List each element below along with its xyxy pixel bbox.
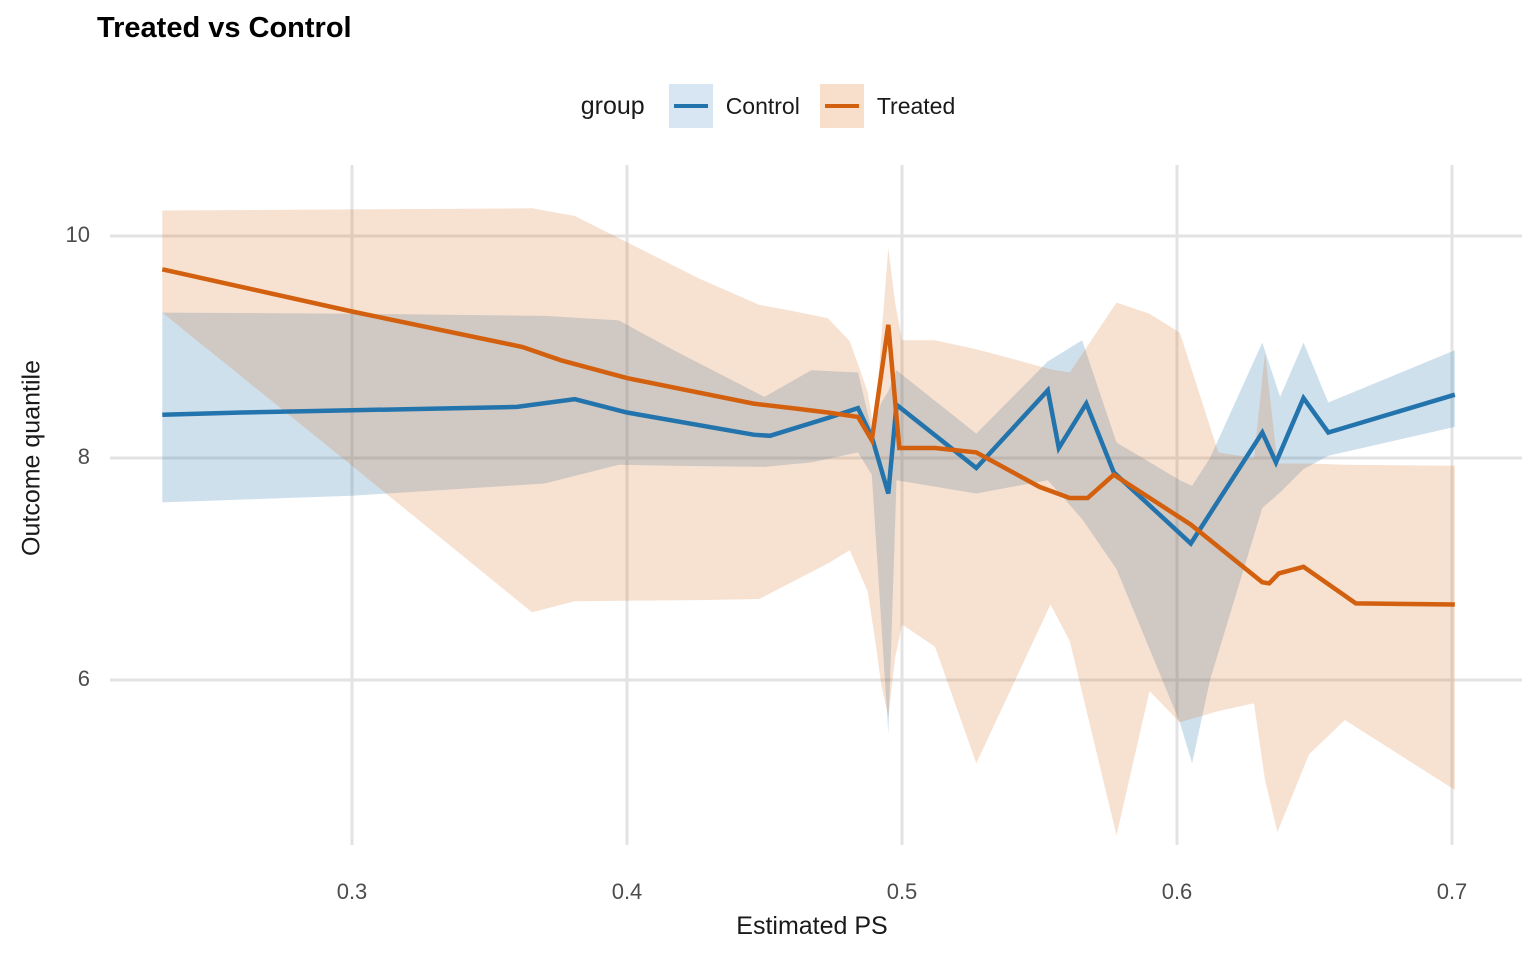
treated-confidence-band	[162, 208, 1455, 836]
legend: group Control Treated	[0, 84, 1536, 128]
legend-item-treated: Treated	[819, 84, 956, 128]
control-legend-key-icon	[668, 84, 713, 128]
treated-line	[161, 267, 1455, 607]
y-tick-label: 6	[77, 666, 90, 691]
x-tick-label: 0.7	[1436, 879, 1468, 904]
legend-title: group	[580, 91, 645, 120]
chart-title: Treated vs Control	[97, 12, 352, 44]
treated-legend-key-icon	[819, 84, 864, 128]
control-line	[162, 385, 1456, 547]
y-tick-label: 8	[77, 444, 90, 469]
x-tick-label: 0.6	[1161, 879, 1193, 904]
y-tick-label: 10	[65, 222, 90, 247]
x-tick-label: 0.3	[336, 879, 368, 904]
x-axis-title: Estimated PS	[736, 912, 888, 940]
legend-item-control: Control	[668, 84, 800, 128]
x-tick-label: 0.5	[886, 879, 918, 904]
x-tick-label: 0.4	[611, 879, 643, 904]
control-confidence-band	[162, 312, 1455, 764]
legend-label-treated: Treated	[876, 92, 956, 119]
legend-label-control: Control	[725, 92, 800, 119]
